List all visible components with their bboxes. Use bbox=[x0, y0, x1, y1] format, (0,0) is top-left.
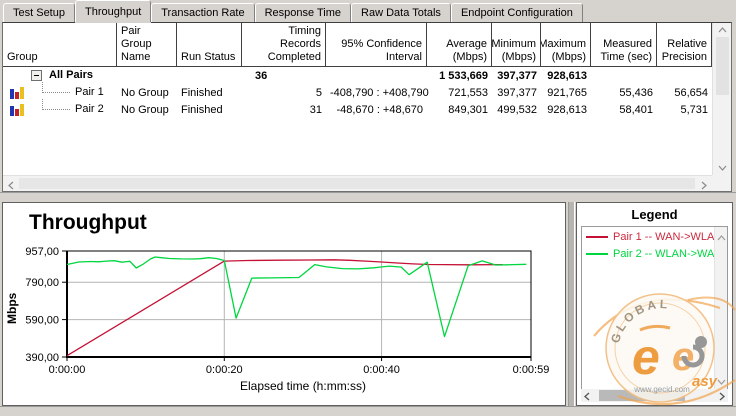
tree-connector bbox=[42, 99, 70, 110]
throughput-chart-panel: Throughput Mbps 957,00 790,00 590,00 390,00… bbox=[2, 202, 566, 406]
cell-relative-precision: 5,731 bbox=[680, 103, 708, 116]
cell-pair-group: No Group bbox=[121, 86, 169, 99]
vertical-splitter[interactable] bbox=[568, 202, 575, 406]
scroll-down-icon[interactable] bbox=[718, 165, 727, 171]
scroll-right-icon[interactable] bbox=[719, 392, 725, 401]
collapse-expander-icon[interactable] bbox=[31, 70, 42, 81]
bottom-strip bbox=[0, 406, 736, 416]
col-header-confidence-interval[interactable]: 95% Confidence Interval bbox=[326, 23, 427, 66]
pair-chart-icon bbox=[10, 87, 24, 99]
cell-minimum: 499,532 bbox=[497, 103, 537, 116]
table-horizontal-scrollbar[interactable] bbox=[3, 175, 712, 191]
col-header-pair-group-name[interactable]: Pair Group Name bbox=[117, 23, 177, 66]
col-header-average[interactable]: Average (Mbps) bbox=[427, 23, 492, 66]
scroll-left-icon[interactable] bbox=[584, 392, 590, 401]
tab-throughput[interactable]: Throughput bbox=[74, 0, 152, 22]
svg-text:0:00:00: 0:00:00 bbox=[49, 364, 86, 376]
legend-list: Pair 1 -- WAN->WLAN Pair 2 -- WLAN->WAN bbox=[581, 226, 728, 392]
cell-confidence-interval: -48,670 : +48,670 bbox=[336, 103, 423, 116]
group-label: Pair 2 bbox=[75, 103, 104, 115]
results-table: Group Pair Group Name Run Status Timing … bbox=[2, 22, 732, 192]
cell-timing-records: 36 bbox=[255, 69, 268, 82]
cell-minimum: 397,377 bbox=[497, 86, 537, 99]
col-header-measured-time[interactable]: Measured Time (sec) bbox=[591, 23, 657, 66]
pair-chart-icon bbox=[10, 104, 24, 116]
legend-vertical-scrollbar[interactable] bbox=[714, 227, 727, 391]
cell-relative-precision: 56,654 bbox=[674, 86, 708, 99]
group-label: Pair 1 bbox=[75, 86, 104, 98]
pair1-line-swatch bbox=[586, 235, 608, 238]
table-header-row: Group Pair Group Name Run Status Timing … bbox=[3, 23, 712, 67]
legend-label: Pair 1 -- WAN->WLAN bbox=[613, 230, 723, 243]
cell-maximum: 928,613 bbox=[547, 69, 587, 82]
results-grid: Group Pair Group Name Run Status Timing … bbox=[3, 23, 712, 118]
cell-group-pair-1: Pair 1 bbox=[3, 82, 117, 101]
svg-text:390,00: 390,00 bbox=[25, 352, 59, 364]
x-axis-label: Elapsed time (h:mm:ss) bbox=[239, 379, 367, 393]
scroll-left-icon[interactable] bbox=[8, 181, 14, 190]
cell-maximum: 928,613 bbox=[547, 103, 587, 116]
table-row-pair-2[interactable]: Pair 2 No Group Finished 31 -48,670 : +4… bbox=[3, 99, 712, 118]
scroll-up-icon[interactable] bbox=[718, 27, 727, 33]
col-header-maximum[interactable]: Maximum (Mbps) bbox=[541, 23, 591, 66]
y-axis-label: Mbps bbox=[5, 292, 19, 324]
cell-group-all-pairs: All Pairs bbox=[3, 67, 117, 84]
svg-text:590,00: 590,00 bbox=[25, 315, 59, 327]
svg-text:957,00: 957,00 bbox=[25, 246, 59, 258]
legend-panel: Legend Pair 1 -- WAN->WLAN Pair 2 -- WLA… bbox=[576, 202, 733, 406]
chart-title: Throughput bbox=[29, 211, 147, 234]
legend-title: Legend bbox=[631, 207, 678, 222]
tree-connector bbox=[42, 82, 70, 93]
tab-bar: Test Setup Throughput Transaction Rate R… bbox=[0, 0, 736, 22]
cell-timing-records: 5 bbox=[315, 86, 322, 99]
legend-label: Pair 2 -- WLAN->WAN bbox=[613, 247, 723, 260]
svg-text:0:00:40: 0:00:40 bbox=[363, 364, 400, 376]
cell-maximum: 921,765 bbox=[547, 86, 587, 99]
scroll-right-icon[interactable] bbox=[701, 181, 707, 190]
cell-confidence-interval: -408,790 : +408,790 bbox=[330, 86, 429, 99]
svg-text:790,00: 790,00 bbox=[25, 277, 59, 289]
horizontal-splitter[interactable] bbox=[0, 192, 736, 202]
scrollbar-thumb[interactable] bbox=[19, 178, 695, 189]
cell-measured-time: 58,401 bbox=[619, 103, 653, 116]
group-label: All Pairs bbox=[49, 69, 94, 81]
col-header-relative-precision[interactable]: Relative Precision bbox=[657, 23, 712, 66]
tab-transaction-rate[interactable]: Transaction Rate bbox=[151, 3, 255, 22]
cell-run-status: Finished bbox=[181, 86, 223, 99]
cell-pair-group: No Group bbox=[121, 103, 169, 116]
col-header-group[interactable]: Group bbox=[3, 23, 117, 66]
pair2-line-swatch bbox=[586, 252, 608, 255]
table-row-all-pairs[interactable]: All Pairs 36 1 533,669 397,377 928,613 bbox=[3, 67, 712, 84]
svg-text:0:00:59: 0:00:59 bbox=[513, 364, 550, 376]
tab-endpoint-configuration[interactable]: Endpoint Configuration bbox=[450, 3, 583, 22]
legend-item-pair-2[interactable]: Pair 2 -- WLAN->WAN bbox=[582, 246, 727, 261]
svg-text:0:00:20: 0:00:20 bbox=[206, 364, 243, 376]
col-header-timing-records[interactable]: Timing Records Completed bbox=[242, 23, 326, 66]
cell-average: 849,301 bbox=[448, 103, 488, 116]
scrollbar-thumb[interactable] bbox=[716, 37, 729, 95]
tab-test-setup[interactable]: Test Setup bbox=[3, 3, 75, 22]
scroll-up-icon[interactable] bbox=[717, 235, 726, 241]
cell-minimum: 397,377 bbox=[497, 69, 537, 82]
scroll-down-icon[interactable] bbox=[717, 379, 726, 385]
tab-raw-data-totals[interactable]: Raw Data Totals bbox=[351, 3, 451, 22]
cell-group-pair-2: Pair 2 bbox=[3, 99, 117, 118]
cell-average: 1 533,669 bbox=[439, 69, 488, 82]
cell-timing-records: 31 bbox=[309, 103, 322, 116]
cell-measured-time: 55,436 bbox=[619, 86, 653, 99]
throughput-line-chart: 957,00 790,00 590,00 390,000:00:00 0:00:20 0:… bbox=[25, 246, 550, 376]
table-row-pair-1[interactable]: Pair 1 No Group Finished 5 -408,790 : +4… bbox=[3, 82, 712, 101]
cell-average: 721,553 bbox=[448, 86, 488, 99]
cell-run-status: Finished bbox=[181, 103, 223, 116]
scrollbar-thumb[interactable] bbox=[599, 390, 685, 401]
tab-response-time[interactable]: Response Time bbox=[254, 3, 352, 22]
legend-horizontal-scrollbar[interactable] bbox=[581, 389, 728, 402]
table-vertical-scrollbar[interactable] bbox=[712, 23, 731, 175]
col-header-minimum[interactable]: Minimum (Mbps) bbox=[492, 23, 541, 66]
scrollbar-corner bbox=[712, 175, 731, 191]
col-header-run-status[interactable]: Run Status bbox=[177, 23, 242, 66]
legend-item-pair-1[interactable]: Pair 1 -- WAN->WLAN bbox=[582, 229, 727, 244]
